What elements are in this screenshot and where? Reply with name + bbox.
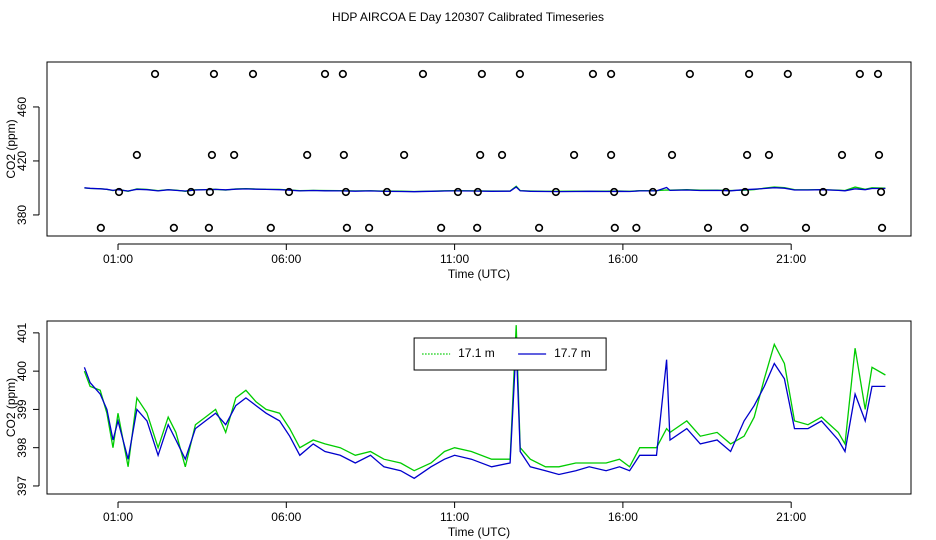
point (476, 150, 485, 160)
y-tick-label: 397 (15, 476, 29, 496)
point (230, 150, 239, 160)
point (320, 69, 330, 79)
point (248, 69, 258, 79)
point (150, 69, 160, 79)
x-tick-label: 16:00 (608, 510, 638, 524)
point (382, 187, 392, 197)
series-line (84, 186, 886, 193)
point (610, 223, 619, 233)
point (740, 187, 750, 197)
point (607, 69, 616, 79)
x-tick-label: 21:00 (776, 252, 806, 266)
x-axis-label: Time (UTC) (448, 525, 510, 539)
point (607, 150, 616, 160)
point (400, 150, 409, 160)
legend: 17.1 m 17.7 m (413, 337, 607, 371)
point (745, 69, 754, 79)
point (648, 187, 657, 197)
series-line (83, 344, 886, 480)
x-tick-label: 16:00 (608, 252, 638, 266)
point (209, 69, 219, 79)
point (742, 150, 752, 160)
point (876, 187, 886, 197)
point (186, 187, 196, 197)
x-tick-label: 11:00 (440, 510, 469, 524)
point (473, 223, 482, 233)
point (497, 150, 507, 160)
point (473, 187, 482, 197)
point (855, 69, 864, 79)
point (205, 187, 215, 197)
legend-label: 17.1 m (458, 346, 495, 360)
x-tick-label: 06:00 (271, 510, 301, 524)
point (515, 69, 524, 79)
y-tick-label: 460 (15, 97, 29, 117)
point (551, 187, 561, 197)
point (341, 187, 350, 197)
point (632, 223, 641, 233)
point (437, 223, 446, 233)
point (132, 150, 141, 160)
x-tick-label: 11:00 (440, 252, 469, 266)
point (453, 187, 463, 197)
point (685, 69, 694, 79)
point (534, 223, 544, 233)
point (169, 223, 178, 233)
point (819, 187, 828, 197)
point (721, 187, 730, 197)
point (207, 150, 217, 160)
y-tick-label: 400 (15, 361, 29, 381)
point (303, 150, 312, 160)
point (703, 223, 713, 233)
y-axis-label: CO2 (ppm) (4, 378, 18, 437)
point (339, 150, 348, 160)
y-axis-label: CO2 (ppm) (4, 119, 18, 178)
legend-label: 17.7 m (554, 346, 591, 360)
point (284, 187, 294, 197)
point (418, 69, 428, 79)
y-tick-label: 398 (15, 437, 29, 457)
point (114, 187, 124, 197)
point (874, 150, 884, 160)
y-tick-label: 401 (15, 323, 29, 343)
point (764, 150, 774, 160)
point (365, 223, 374, 233)
point (873, 69, 883, 79)
plot-box (46, 320, 912, 495)
point (477, 69, 486, 79)
figure-title: HDP AIRCOA E Day 120307 Calibrated Times… (332, 10, 604, 24)
x-tick-label: 06:00 (271, 252, 301, 266)
x-tick-label: 21:00 (776, 510, 806, 524)
point (96, 223, 105, 233)
point (837, 150, 847, 160)
point (342, 223, 351, 233)
y-tick-label: 420 (15, 151, 29, 171)
plot-box (46, 61, 912, 237)
y-tick-label: 399 (15, 399, 29, 419)
point (877, 223, 887, 233)
point (204, 223, 213, 233)
point (610, 187, 619, 197)
x-tick-label: 01:00 (103, 510, 133, 524)
point (338, 69, 347, 79)
x-tick-label: 01:00 (103, 252, 133, 266)
point (667, 150, 677, 160)
point (588, 69, 598, 79)
point (740, 223, 749, 233)
point (783, 69, 792, 79)
x-axis-label: Time (UTC) (448, 267, 510, 281)
point (266, 223, 275, 233)
y-tick-label: 380 (15, 205, 29, 225)
point (569, 150, 579, 160)
point (801, 223, 811, 233)
